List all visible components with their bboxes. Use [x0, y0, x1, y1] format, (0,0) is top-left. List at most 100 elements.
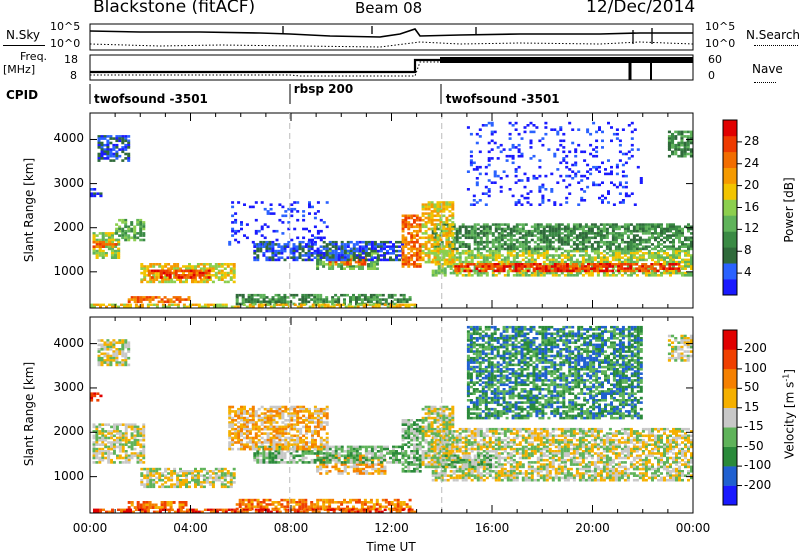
velocity-pixel [399, 501, 403, 504]
power-pixel [164, 263, 168, 266]
power-pixel [572, 240, 576, 244]
power-pixel [548, 232, 552, 235]
power-pixel [566, 236, 570, 240]
power-pixel [500, 229, 504, 233]
power-pixel [538, 203, 542, 206]
power-scatter-band [228, 201, 329, 246]
power-pixel [608, 245, 612, 248]
velocity-pixel [110, 445, 113, 449]
velocity-pixel [372, 503, 376, 506]
velocity-pixel [247, 503, 251, 506]
power-pixel [413, 305, 417, 308]
power-pixel [482, 267, 486, 270]
power-pixel [635, 247, 639, 251]
power-pixel [475, 177, 479, 180]
velocity-pixel [98, 450, 102, 453]
power-pixel [675, 254, 678, 257]
velocity-pixel [341, 510, 345, 513]
power-pixel [610, 126, 613, 129]
power-pixel [127, 298, 131, 301]
power-pixel [99, 192, 103, 195]
power-pixel [618, 159, 622, 162]
power-pixel [127, 300, 131, 304]
velocity-pixel [352, 467, 356, 471]
power-pixel [421, 205, 425, 209]
power-pixel [455, 229, 459, 233]
power-pixel [644, 245, 648, 248]
velocity-pixel [259, 505, 263, 509]
power-pixel [526, 263, 530, 266]
power-pixel [599, 256, 603, 259]
power-pixel [378, 300, 382, 304]
power-pixel [271, 254, 275, 257]
power-pixel [358, 249, 362, 253]
power-pixel [337, 265, 341, 268]
velocity-pixel [95, 447, 99, 451]
power-pixel [545, 225, 549, 229]
velocity-pixel [214, 478, 218, 482]
power-pixel [379, 245, 383, 248]
power-pixel [126, 305, 129, 308]
power-pixel [112, 148, 116, 151]
power-pixel [407, 216, 411, 220]
power-pixel [611, 258, 615, 262]
velocity-pixel [196, 476, 200, 480]
velocity-pixel [136, 503, 140, 507]
power-pixel [590, 267, 593, 270]
power-pixel [547, 265, 551, 268]
power-pixel [366, 296, 370, 299]
power-pixel [443, 258, 447, 262]
power-pixel [337, 296, 341, 299]
power-pixel [557, 247, 561, 251]
power-pixel [569, 258, 573, 262]
velocity-pixel [365, 470, 369, 473]
power-pixel [118, 135, 122, 138]
power-pixel [310, 258, 314, 262]
velocity-pixel [220, 485, 224, 489]
power-pixel [541, 143, 545, 147]
velocity-pixel [113, 423, 116, 426]
velocity-pixel [268, 498, 272, 502]
power-pixel [505, 159, 509, 162]
power-pixel [307, 247, 311, 251]
power-pixel [433, 249, 437, 253]
power-pixel [168, 271, 172, 275]
power-pixel [683, 141, 687, 145]
power-pixel [620, 234, 624, 237]
power-pixel [666, 252, 669, 255]
velocity-pixel [149, 472, 153, 475]
power-pixel [277, 258, 281, 262]
power-pixel [527, 234, 531, 237]
power-pixel [620, 225, 624, 229]
power-pixel [149, 278, 153, 281]
velocity-pixel [118, 445, 122, 449]
power-pixel [451, 227, 455, 231]
power-pixel [684, 236, 687, 240]
power-pixel [538, 263, 542, 266]
velocity-scatter-band [93, 508, 417, 513]
velocity-pixel [185, 508, 189, 511]
power-pixel [623, 249, 627, 253]
velocity-pixel [289, 498, 293, 502]
power-pixel [566, 256, 570, 259]
power-pixel [271, 240, 275, 244]
power-pixel [575, 238, 579, 242]
power-pixel [577, 267, 581, 270]
power-pixel [316, 258, 320, 262]
power-pixel [427, 260, 431, 264]
power-pixel [644, 240, 648, 244]
power-pixel [578, 225, 582, 229]
power-pixel [660, 229, 663, 233]
power-pixel [500, 227, 504, 231]
power-pixel [584, 265, 587, 268]
power-pixel [452, 271, 456, 275]
velocity-pixel [395, 510, 399, 513]
power-pixel [520, 179, 524, 182]
power-pixel [448, 229, 452, 233]
power-pixel [587, 254, 591, 257]
power-pixel [686, 146, 690, 149]
power-pixel [413, 265, 416, 268]
velocity-pixel [104, 436, 108, 440]
power-pixel [632, 267, 636, 270]
